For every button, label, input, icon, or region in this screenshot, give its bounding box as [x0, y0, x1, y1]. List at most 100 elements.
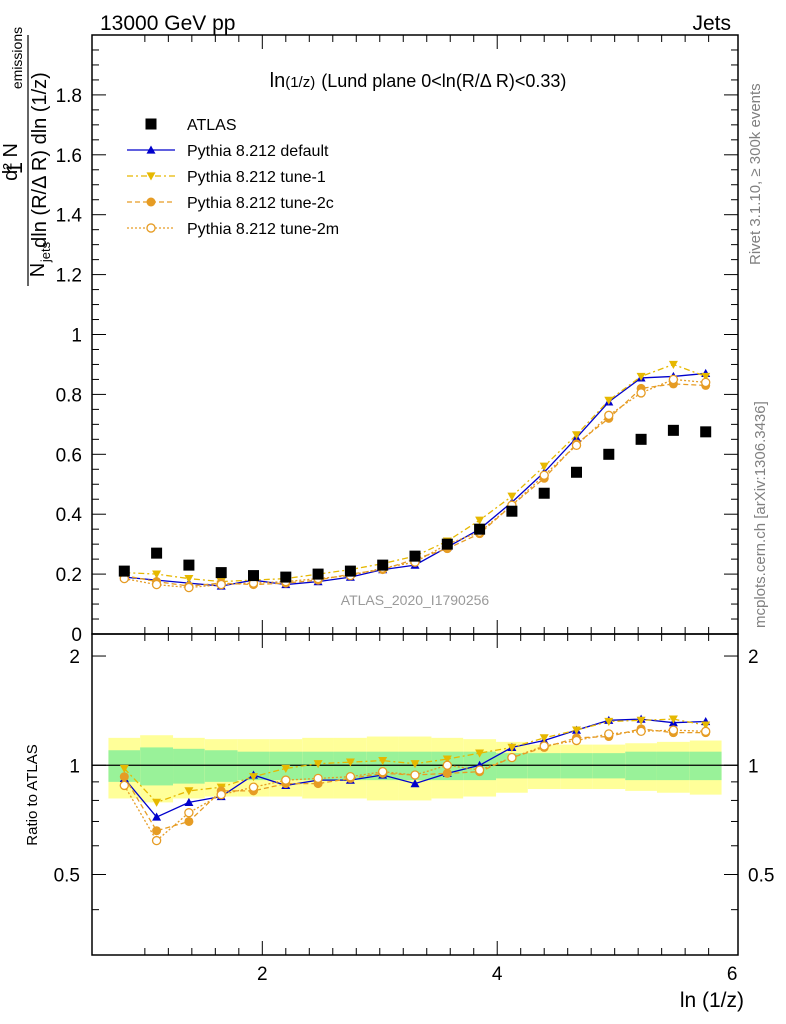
- series-1-ratio-point-7: [345, 758, 355, 767]
- series-3-ratio-point-2: [184, 808, 194, 818]
- ratio-tick-label-left-2: 2: [69, 647, 80, 668]
- data-point-17: [667, 424, 679, 436]
- series-1-ratio-point-15: [604, 717, 614, 727]
- svg-text:jets: jets: [38, 241, 53, 263]
- series-1-ratio-point-1: [152, 798, 162, 807]
- watermark: ATLAS_2020_I1790256: [341, 592, 490, 608]
- series-1-ratio-point-11: [475, 749, 485, 758]
- data-point-2: [183, 559, 195, 571]
- x-tick-label-1: 4: [492, 964, 503, 985]
- series-1-ratio-point-4: [249, 773, 258, 782]
- series-1-ratio-point-8: [378, 757, 388, 766]
- data-point-15: [603, 448, 615, 460]
- band-inner-17: [656, 751, 690, 781]
- data-point-8: [377, 559, 389, 571]
- ratio-frame: [91, 633, 739, 956]
- series-2-ratio-point-2: [184, 816, 194, 826]
- data-point-3: [215, 567, 227, 579]
- data-point-12: [506, 505, 518, 517]
- series-3-ratio-point-13: [539, 741, 549, 751]
- series-line-main-1: [124, 363, 706, 583]
- series-1-point-14: [572, 431, 581, 440]
- series-3-ratio-point-5: [281, 775, 291, 785]
- legend-label-2: Pythia 8.212 tune-1: [187, 169, 326, 186]
- data-point-6: [312, 568, 324, 580]
- series-3-ratio-point-4: [248, 782, 259, 792]
- y-tick-label-4: 0.8: [56, 385, 82, 406]
- data-point-5: [280, 571, 292, 583]
- svg-text:N: N: [27, 263, 49, 277]
- series-1-point-16: [636, 372, 646, 381]
- ratio-tick-label-left-1: 1: [69, 756, 80, 777]
- series-3-ratio-point-1: [151, 835, 162, 846]
- series-3-ratio-point-0: [119, 780, 130, 791]
- band-inner-3: [204, 750, 238, 782]
- series-1-ratio-point-17: [668, 715, 678, 724]
- y-tick-label-9: 1.8: [56, 86, 82, 107]
- svg-text:emissions: emissions: [9, 27, 25, 89]
- series-1-ratio-point-12: [507, 743, 517, 752]
- series-1-ratio-point-5: [281, 764, 291, 773]
- series-3-ratio-point-3: [216, 789, 226, 800]
- series-3-ratio-point-10: [442, 760, 453, 770]
- legend-label-0: ATLAS: [187, 117, 237, 134]
- series-3-point-3: [216, 579, 226, 590]
- legend-marker-4: [146, 223, 156, 233]
- data-point-18: [700, 426, 712, 438]
- svg-text:dln (R/Δ R) dln (1/z): dln (R/Δ R) dln (1/z): [29, 72, 51, 248]
- series-1-ratio-point-14: [572, 726, 581, 735]
- series-3-point-1: [151, 579, 162, 590]
- header-right: Jets: [692, 12, 731, 35]
- ratio-tick-label-right-1: 1: [748, 756, 759, 777]
- series-1-ratio-point-2: [184, 787, 194, 796]
- series-3-point-14: [571, 440, 582, 451]
- data-point-4: [248, 570, 259, 582]
- y-tick-label-7: 1.4: [56, 206, 83, 227]
- series-1-point-17: [668, 360, 678, 369]
- series-1-ratio-point-13: [539, 734, 549, 743]
- band-inner-16: [625, 751, 657, 781]
- legend-label-4: Pythia 8.212 tune-2m: [187, 221, 339, 238]
- data-point-11: [474, 523, 486, 535]
- series-1-point-15: [604, 396, 614, 405]
- series-0-ratio-point-2: [184, 797, 194, 807]
- series-1-ratio-point-6: [313, 760, 323, 769]
- x-tick-label-0: 2: [257, 964, 268, 985]
- plot-title-small: (1/z): [285, 74, 315, 91]
- series-1-point-18: [701, 372, 711, 381]
- series-1-point-2: [184, 574, 194, 584]
- plot-title-main: ln: [270, 70, 286, 92]
- series-2-ratio-point-10: [442, 768, 452, 778]
- plot-title-rest: (Lund plane 0<ln(R/Δ R)<0.33): [321, 71, 566, 91]
- x-tick-label-2: 6: [727, 964, 738, 985]
- y-tick-label-0: 0: [71, 625, 82, 646]
- data-point-16: [635, 433, 647, 445]
- header-left: 13000 GeV pp: [100, 12, 235, 35]
- series-3-point-18: [701, 377, 711, 388]
- data-point-7: [344, 565, 356, 577]
- series-3-ratio-point-15: [604, 729, 614, 739]
- ratio-tick-label-right-2: 2: [748, 647, 759, 668]
- legend-marker-1: [146, 145, 156, 154]
- data-point-14: [571, 466, 582, 478]
- series-3-point-15: [604, 410, 614, 421]
- legend-label-3: Pythia 8.212 tune-2c: [187, 195, 334, 212]
- legend-label-1: Pythia 8.212 default: [187, 143, 329, 160]
- series-0-ratio-point-9: [410, 779, 420, 788]
- series-3-ratio-point-6: [313, 773, 323, 784]
- y-tick-label-8: 1.6: [56, 146, 82, 167]
- y-tick-label-2: 0.4: [56, 505, 83, 526]
- legend-marker-0: [145, 118, 157, 130]
- band-inner-18: [689, 751, 722, 781]
- y-tick-label-5: 1: [71, 326, 82, 347]
- data-point-1: [151, 547, 163, 559]
- legend-marker-2: [146, 172, 156, 181]
- svg-text:d² N: d² N: [0, 143, 22, 181]
- ratio-tick-label-left-0: 0.5: [54, 865, 80, 886]
- series-3-ratio-point-8: [378, 766, 388, 777]
- y-tick-label-1: 0.2: [56, 565, 82, 586]
- series-1-ratio-point-9: [410, 760, 420, 769]
- legend-marker-3: [146, 197, 156, 207]
- mcplots-label: mcplots.cern.ch [arXiv:1306.3436]: [752, 401, 769, 628]
- series-3-ratio-point-16: [636, 726, 646, 737]
